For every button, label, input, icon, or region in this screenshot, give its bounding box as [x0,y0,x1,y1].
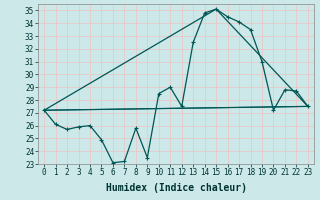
X-axis label: Humidex (Indice chaleur): Humidex (Indice chaleur) [106,183,246,193]
